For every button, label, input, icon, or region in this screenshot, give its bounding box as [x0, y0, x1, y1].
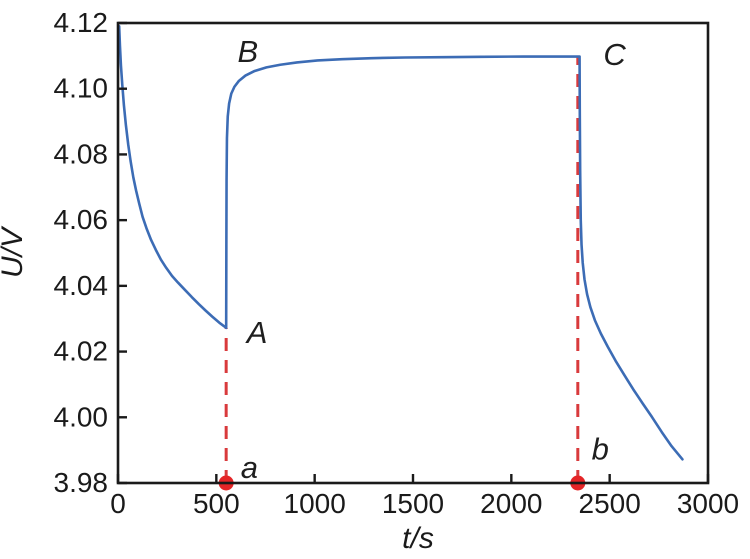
y-tick-label: 4.06 [54, 204, 109, 235]
annotation-a: a [241, 450, 258, 485]
guides-group [218, 56, 586, 491]
y-tick-label: 4.04 [54, 270, 109, 301]
y-axis-label: U/V [0, 225, 29, 278]
y-tick-label: 4.12 [54, 7, 109, 38]
series-group [117, 24, 684, 461]
y-tick-label: 3.98 [54, 467, 109, 498]
x-tick-label: 3000 [677, 488, 739, 519]
axes-group: 0 500 1000 1500 2000 2500 3000 3.98 4.00 4.02 4.04… [0, 7, 739, 555]
x-tick-label: 1000 [284, 488, 346, 519]
annotations-group: A B Ca b [237, 34, 626, 485]
annotation-C: C [603, 37, 626, 72]
annotation-B: B [237, 34, 258, 69]
annotation-b: b [592, 432, 609, 467]
curve-battery-voltage [117, 24, 684, 461]
y-tick-label: 4.00 [54, 401, 109, 432]
y-tick-label: 4.02 [54, 336, 109, 367]
x-tick-label: 2000 [480, 488, 542, 519]
x-axis-label: t/s [402, 522, 434, 555]
x-tick-label: 500 [193, 488, 240, 519]
x-tick-label: 2500 [579, 488, 641, 519]
x-tick-label: 1500 [382, 488, 444, 519]
annotation-A: A [245, 315, 268, 350]
plot-border [116, 21, 710, 485]
y-tick-label: 4.08 [54, 138, 109, 169]
y-tick-label: 4.10 [54, 73, 109, 104]
x-tick-label: 0 [110, 488, 126, 519]
